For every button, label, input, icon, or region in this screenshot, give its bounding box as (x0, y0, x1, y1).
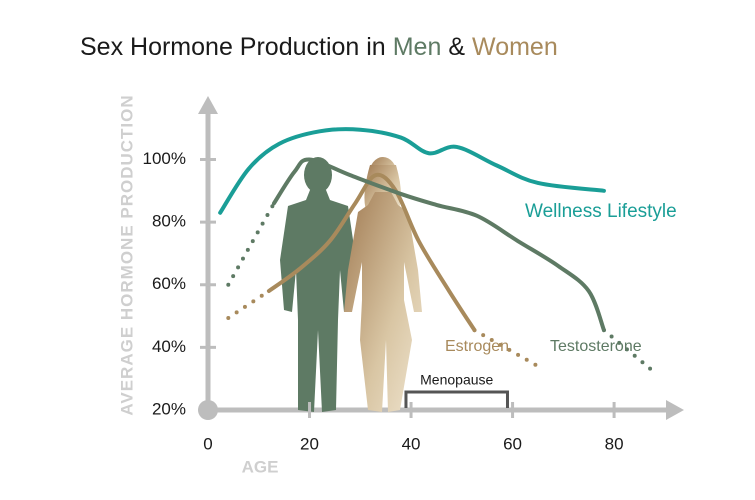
x-axis-arrow (666, 400, 684, 420)
line (271, 157, 606, 333)
title-part: Women (472, 33, 558, 61)
title-part: Sex Hormone Production in (80, 33, 386, 61)
x-tick-label: 80 (605, 434, 624, 453)
annotation-label: Menopause (420, 372, 493, 388)
series-label: Wellness Lifestyle (525, 201, 677, 222)
dotted-line (226, 289, 271, 320)
y-tick-label: 40% (152, 337, 186, 356)
line (266, 172, 477, 333)
dotted-line (472, 328, 540, 369)
x-tick-label: 60 (503, 434, 522, 453)
series-label: Estrogen (445, 338, 509, 355)
y-tick-label: 60% (152, 274, 186, 293)
y-tick-label: 20% (152, 399, 186, 418)
title-part: & (448, 33, 465, 61)
x-tick-label: 20 (300, 434, 319, 453)
line (218, 127, 606, 215)
dotted-line (226, 201, 276, 287)
series-label: Testosterone (550, 338, 642, 355)
plot-area (218, 127, 657, 375)
chart-title: Sex Hormone Production in Men & Women (80, 33, 558, 61)
dotted-line (601, 328, 657, 375)
y-axis-label: AVERAGE HORMONE PRODUCTION (117, 94, 136, 415)
title-part: Men (393, 33, 442, 61)
y-axis-arrow (198, 96, 218, 114)
y-tick-label: 100% (143, 149, 186, 168)
annotation-bracket (404, 390, 509, 408)
x-tick-label: 40 (402, 434, 421, 453)
y-tick-label: 80% (152, 212, 186, 231)
man-silhouette (280, 157, 356, 412)
x-tick-label: 0 (203, 434, 212, 453)
x-axis-label: AGE (242, 457, 279, 476)
